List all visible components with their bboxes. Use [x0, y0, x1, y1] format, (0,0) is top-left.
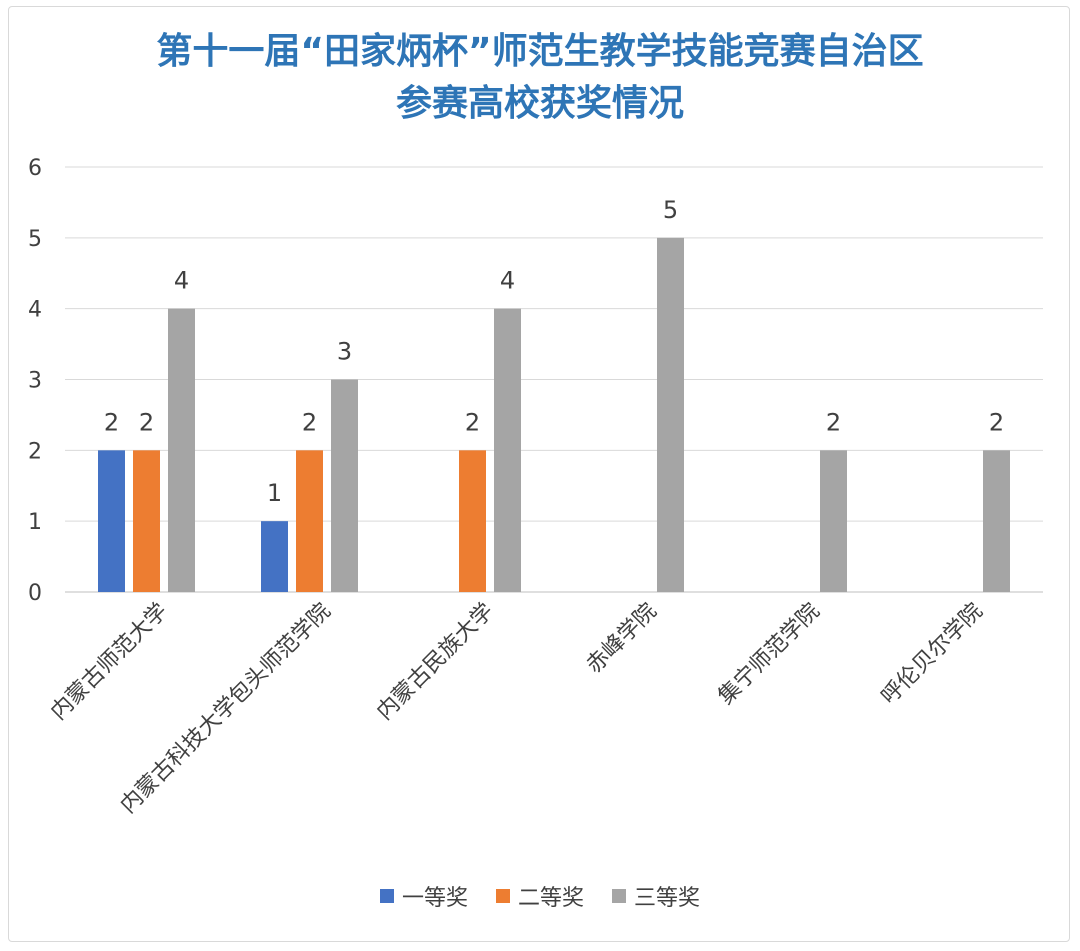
legend-label-second-prize: 二等奖: [517, 886, 584, 911]
chart-title: 第十一届“田家炳杯”师范生教学技能竞赛自治区 参赛高校获奖情况: [0, 26, 1080, 130]
data-label: 2: [465, 408, 480, 436]
category-label: 集宁师范学院: [714, 599, 825, 710]
y-tick-label: 6: [28, 156, 42, 181]
chart-legend: 一等奖 二等奖 三等奖: [0, 880, 1080, 912]
legend-swatch-first-prize: [379, 889, 394, 903]
data-label: 4: [500, 267, 515, 295]
legend-swatch-second-prize: [495, 889, 510, 903]
bar: [494, 308, 521, 592]
category-label: 呼伦贝尔学院: [877, 599, 988, 710]
chart-title-line-1: 第十一届“田家炳杯”师范生教学技能竞赛自治区: [156, 31, 924, 72]
category-label: 赤峰学院: [582, 599, 662, 679]
legend-label-third-prize: 三等奖: [634, 886, 701, 911]
bar: [261, 521, 288, 592]
chart-title-line-2: 参赛高校获奖情况: [395, 83, 684, 124]
bar: [983, 450, 1010, 592]
category-label: 内蒙古师范大学: [46, 599, 173, 726]
legend-item-third-prize: 三等奖: [612, 880, 700, 912]
y-tick-label: 2: [28, 439, 42, 464]
y-tick-label: 0: [28, 581, 42, 606]
data-label: 2: [139, 408, 154, 436]
data-label: 2: [989, 408, 1004, 436]
data-label: 2: [302, 408, 317, 436]
bar: [168, 308, 195, 592]
y-tick-label: 3: [28, 369, 42, 394]
bar: [459, 450, 486, 592]
y-tick-label: 4: [28, 298, 42, 323]
data-label: 2: [826, 408, 841, 436]
legend-item-first-prize: 一等奖: [379, 880, 468, 912]
y-tick-label: 1: [28, 510, 42, 535]
category-label: 内蒙古民族大学: [372, 599, 499, 726]
bar: [98, 450, 125, 592]
data-label: 5: [663, 196, 678, 224]
data-label: 3: [337, 338, 352, 366]
data-label: 1: [267, 479, 282, 507]
y-tick-label: 5: [28, 227, 42, 252]
bar: [133, 450, 160, 592]
bar: [820, 450, 847, 592]
legend-label-first-prize: 一等奖: [401, 886, 468, 911]
legend-item-second-prize: 二等奖: [495, 880, 584, 912]
data-label: 4: [174, 267, 189, 295]
data-label: 2: [104, 408, 119, 436]
bar: [296, 450, 323, 592]
bar: [331, 379, 358, 592]
bar: [657, 237, 684, 593]
legend-swatch-third-prize: [612, 889, 626, 903]
